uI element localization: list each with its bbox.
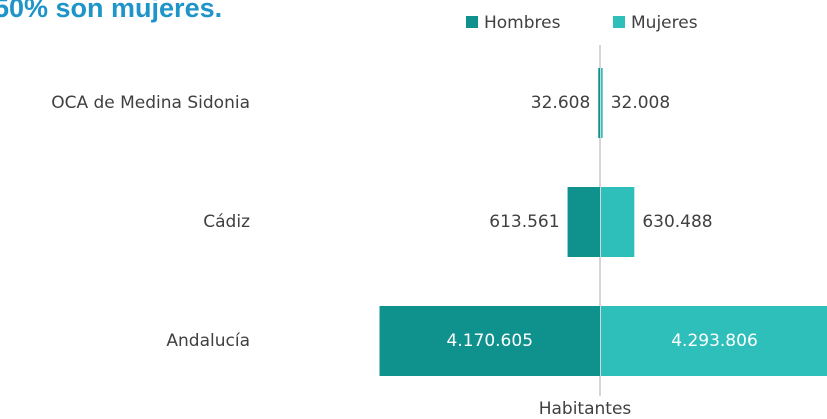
value-label: 630.488	[642, 212, 712, 232]
value-label: 4.293.806	[671, 331, 758, 351]
bar	[567, 187, 600, 257]
legend-swatch	[466, 16, 478, 28]
bar	[601, 187, 635, 257]
category-label: OCA de Medina Sidonia	[51, 93, 250, 113]
legend-label: Hombres	[484, 13, 561, 33]
bar	[601, 306, 827, 376]
bar	[379, 306, 600, 376]
value-label: 613.561	[489, 212, 559, 232]
x-axis-label: Habitantes	[539, 399, 632, 419]
value-label: 32.008	[611, 93, 670, 113]
value-label: 4.170.605	[446, 331, 533, 351]
value-label: 32.608	[531, 93, 590, 113]
bar	[601, 68, 603, 138]
bar	[598, 68, 600, 138]
legend-label: Mujeres	[631, 13, 698, 33]
category-label: Cádiz	[203, 212, 250, 232]
chart-title: 50% son mujeres.	[0, 0, 222, 23]
category-label: Andalucía	[166, 331, 250, 351]
legend-swatch	[613, 16, 625, 28]
